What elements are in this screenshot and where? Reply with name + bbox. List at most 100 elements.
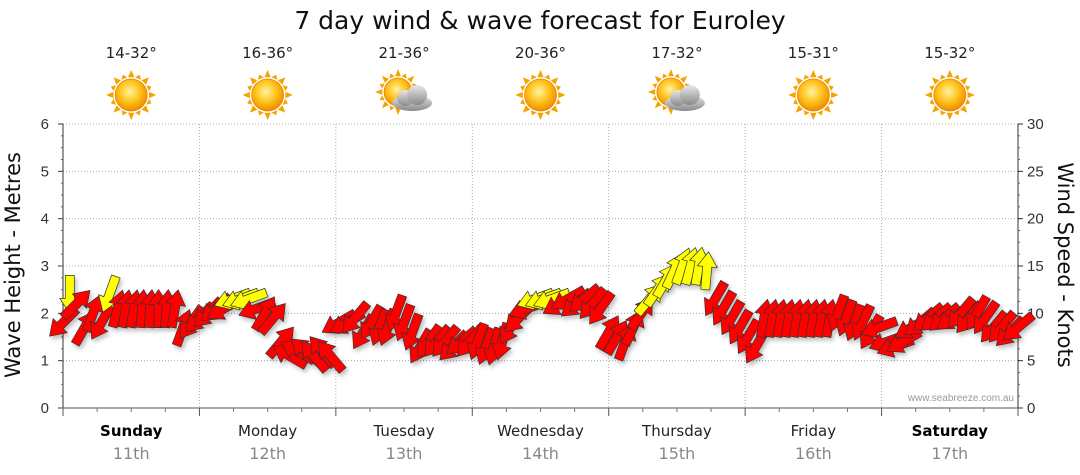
sun-ray — [967, 91, 975, 99]
sun-rays — [924, 70, 975, 120]
sun-ray — [141, 77, 149, 85]
sun-ray — [662, 105, 668, 111]
sun-ray — [793, 85, 799, 92]
sun-icon — [924, 70, 975, 120]
sun-ray — [793, 98, 799, 105]
sun-ray — [381, 75, 389, 83]
temperature-label: 16-36° — [242, 44, 293, 62]
sun-disc — [114, 78, 148, 112]
y-tick-label-left: 5 — [41, 163, 49, 180]
cloud-shape — [392, 85, 433, 111]
wind-arrow — [165, 289, 187, 329]
sun-ray — [247, 85, 253, 92]
temperature-label: 20-36° — [515, 44, 566, 62]
sun-ray — [135, 74, 141, 80]
sun-ray — [558, 91, 566, 99]
sun-ray — [110, 85, 117, 92]
y-tick-label-left: 1 — [41, 353, 49, 370]
sun-ray — [810, 112, 817, 120]
sun-ray — [823, 105, 832, 113]
sun-disc — [796, 78, 830, 112]
day-name-label: Sunday — [100, 422, 163, 440]
day-date-label: 14th — [522, 444, 559, 463]
sun-ray — [788, 91, 796, 99]
sun-ray — [285, 91, 293, 99]
temperature-label: 17-32° — [651, 44, 702, 62]
sun-ray — [375, 89, 383, 95]
sun-cloud-icon — [647, 69, 705, 115]
day-name-label: Saturday — [912, 422, 989, 440]
sun-ray — [271, 74, 278, 80]
day-name-label: Monday — [238, 422, 297, 440]
sun-disc — [524, 78, 557, 112]
sun-ray — [662, 73, 668, 79]
sun-rays — [515, 70, 566, 120]
temperature-label: 21-36° — [379, 44, 430, 62]
sun-rays — [788, 70, 839, 120]
sun-ray — [555, 85, 561, 92]
y-tick-label-right: 30 — [1027, 116, 1044, 133]
y-tick-label-left: 2 — [41, 305, 49, 322]
day-date-label: 16th — [795, 444, 832, 463]
sun-ray — [146, 98, 152, 105]
y-tick-label-left: 4 — [41, 211, 49, 228]
sun-ray — [530, 110, 537, 116]
sun-ray — [795, 105, 804, 113]
sun-ray — [654, 101, 662, 109]
sun-ray — [271, 110, 278, 116]
sun-icon — [788, 70, 839, 120]
cloud-shape — [664, 85, 705, 111]
sun-ray — [395, 69, 401, 77]
sun-ray — [647, 89, 656, 95]
sun-ray — [520, 98, 526, 105]
sun-ray — [247, 98, 253, 105]
sun-ray — [940, 110, 946, 116]
sun-ray — [668, 69, 674, 77]
sun-ray — [522, 77, 531, 85]
day-date-label: 15th — [659, 444, 696, 463]
y-tick-label-left: 3 — [41, 258, 49, 275]
sun-ray — [277, 77, 286, 85]
day-name-label: Wednesday — [497, 422, 584, 440]
sun-ray — [652, 95, 658, 101]
day-date-label: 13th — [386, 444, 423, 463]
sun-ray — [395, 107, 401, 115]
sun-ray — [407, 75, 415, 83]
cloud-part — [679, 85, 700, 105]
sun-ray — [932, 77, 940, 85]
y-axis-label-right: Wind Speed - Knots — [1053, 162, 1077, 367]
y-tick-label-right: 0 — [1027, 400, 1035, 417]
sun-ray — [946, 112, 954, 120]
day-date-label: 11th — [113, 444, 150, 463]
sun-ray — [953, 74, 960, 80]
sun-ray — [544, 110, 551, 116]
day-date-label: 17th — [931, 444, 968, 463]
day-name-label: Friday — [791, 422, 837, 440]
sun-ray — [520, 85, 526, 92]
sun-ray — [652, 83, 658, 89]
sun-ray — [127, 70, 135, 78]
sun-ray — [381, 101, 389, 109]
sun-ray — [141, 105, 149, 113]
sun-ray — [803, 74, 810, 80]
temperature-label: 14-32° — [106, 44, 157, 62]
wind-arrows — [49, 246, 1036, 374]
sun-ray — [121, 74, 128, 80]
sun-ray — [810, 70, 817, 78]
y-tick-label-left: 0 — [41, 400, 49, 417]
wind-arrow — [59, 290, 91, 322]
sun-ray — [127, 112, 135, 120]
sun-ray — [106, 91, 114, 99]
credit-text: www.seabreeze.com.au — [907, 393, 1014, 404]
wind-arrow — [589, 289, 616, 325]
temperature-label: 15-31° — [788, 44, 839, 62]
sun-ray — [257, 110, 264, 116]
sun-ray — [960, 105, 968, 113]
sun-icon — [106, 70, 157, 120]
sun-ray — [242, 91, 250, 99]
sun-ray — [668, 107, 674, 115]
y-tick-label-right: 15 — [1027, 258, 1044, 275]
sun-ray — [113, 77, 121, 85]
cloud-part — [407, 85, 428, 105]
